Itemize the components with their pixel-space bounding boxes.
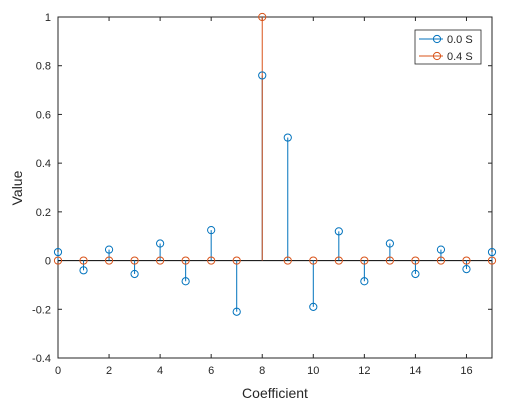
stem-marker-series-2 bbox=[79, 256, 88, 265]
stem-marker-series-1 bbox=[53, 247, 63, 257]
y-tick-label: -0.4 bbox=[32, 353, 51, 365]
x-tick-label: 6 bbox=[208, 365, 214, 377]
y-tick-label: -0.2 bbox=[32, 304, 51, 316]
stem-lines bbox=[57, 17, 493, 312]
stem-marker-series-1 bbox=[232, 307, 241, 316]
stem-marker-series-2 bbox=[487, 256, 497, 265]
stem-marker-series-2 bbox=[334, 256, 343, 265]
stem-marker-series-2 bbox=[181, 256, 190, 265]
stem-marker-series-2 bbox=[462, 256, 471, 265]
stem-marker-series-2 bbox=[53, 256, 63, 265]
x-tick-label: 4 bbox=[157, 365, 163, 377]
stem-marker-series-2 bbox=[232, 256, 241, 265]
x-tick-label: 0 bbox=[55, 365, 61, 377]
x-tick-label: 10 bbox=[307, 365, 319, 377]
stem-marker-series-1 bbox=[487, 247, 497, 257]
stem-marker-series-1 bbox=[334, 227, 343, 236]
x-tick-label: 8 bbox=[259, 365, 265, 377]
stem-marker-series-2 bbox=[411, 256, 420, 265]
stem-markers bbox=[53, 12, 497, 316]
stem-marker-series-1 bbox=[130, 269, 139, 279]
stem-marker-series-1 bbox=[79, 266, 88, 275]
stem-marker-series-1 bbox=[462, 264, 471, 274]
x-tick-label: 16 bbox=[460, 365, 472, 377]
legend: 0.0 S 0.4 S bbox=[414, 29, 482, 65]
stem-marker-series-1 bbox=[360, 277, 369, 286]
stem-marker-series-2 bbox=[130, 256, 139, 265]
plot-area bbox=[57, 16, 493, 359]
stem-marker-series-2 bbox=[385, 256, 394, 265]
legend-marker-series-1 bbox=[432, 34, 442, 44]
x-tick-label: 14 bbox=[409, 365, 421, 377]
stem-marker-series-2 bbox=[258, 12, 267, 22]
y-tick-label: 0.6 bbox=[36, 109, 51, 121]
x-tick-label: 2 bbox=[106, 365, 112, 377]
stem-marker-series-2 bbox=[436, 256, 446, 265]
stem-marker-series-1 bbox=[104, 245, 114, 254]
stem-marker-series-1 bbox=[309, 302, 318, 311]
stem-marker-series-2 bbox=[207, 256, 216, 265]
y-tick-label: 0.8 bbox=[36, 61, 51, 73]
stem-marker-series-2 bbox=[283, 256, 292, 265]
y-tick-label: 1 bbox=[45, 12, 51, 24]
legend-marker-series-2 bbox=[432, 51, 442, 61]
stem-marker-series-2 bbox=[104, 256, 114, 265]
y-axis-ticks: -0.4 -0.2 0 0.2 0.4 0.6 0.8 1 bbox=[32, 12, 492, 365]
stem-marker-series-1 bbox=[283, 133, 292, 142]
legend-box bbox=[414, 29, 482, 65]
stem-marker-series-1 bbox=[181, 277, 190, 286]
stem-marker-series-1 bbox=[436, 245, 446, 254]
stem-marker-series-2 bbox=[309, 256, 318, 265]
y-tick-label: 0 bbox=[45, 256, 51, 268]
y-axis-label: Value bbox=[9, 170, 25, 205]
stem-marker-series-1 bbox=[156, 239, 165, 248]
legend-label-series-1: 0.0 S bbox=[447, 34, 473, 46]
x-tick-label: 12 bbox=[358, 365, 370, 377]
stem-marker-series-2 bbox=[360, 256, 369, 265]
stem-marker-series-1 bbox=[207, 226, 216, 235]
stem-marker-series-2 bbox=[156, 256, 165, 265]
stem-marker-series-1 bbox=[385, 239, 394, 248]
y-tick-label: 0.2 bbox=[36, 207, 51, 219]
legend-label-series-2: 0.4 S bbox=[447, 51, 473, 63]
x-axis-label: Coefficient bbox=[242, 385, 308, 401]
y-tick-label: 0.4 bbox=[36, 158, 51, 170]
stem-marker-series-1 bbox=[258, 71, 267, 80]
stem-marker-series-1 bbox=[411, 269, 420, 279]
